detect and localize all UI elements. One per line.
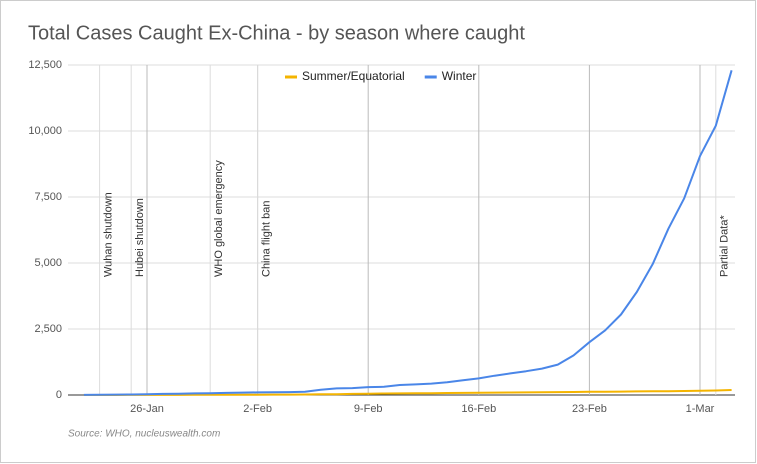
x-tick-label: 23-Feb xyxy=(572,403,607,415)
x-tick-label: 26-Jan xyxy=(130,403,164,415)
legend-label: Winter xyxy=(442,69,477,83)
annotation: China flight ban xyxy=(261,201,273,277)
series-line xyxy=(83,389,732,396)
y-tick-label: 2,500 xyxy=(34,323,62,335)
y-tick-label: 10,000 xyxy=(28,125,62,137)
annotation: Partial Data* xyxy=(719,215,731,277)
legend-label: Summer/Equatorial xyxy=(302,69,405,83)
x-tick-label: 1-Mar xyxy=(686,403,715,415)
x-tick-label: 9-Feb xyxy=(354,403,383,415)
annotation: Hubei shutdown xyxy=(134,198,146,277)
y-tick-label: 0 xyxy=(56,389,62,401)
y-tick-label: 12,500 xyxy=(28,59,62,71)
annotation: Wuhan shutdown xyxy=(103,192,115,277)
source: Source: WHO, nucleuswealth.com xyxy=(68,429,220,440)
y-tick-label: 5,000 xyxy=(34,257,62,269)
x-tick-label: 16-Feb xyxy=(461,403,496,415)
x-tick-label: 2-Feb xyxy=(243,403,272,415)
y-tick-label: 7,500 xyxy=(34,191,62,203)
annotation: WHO global emergency xyxy=(213,160,225,277)
series-line xyxy=(83,70,733,396)
chart-title: Total Cases Caught Ex-China - by season … xyxy=(28,22,525,44)
